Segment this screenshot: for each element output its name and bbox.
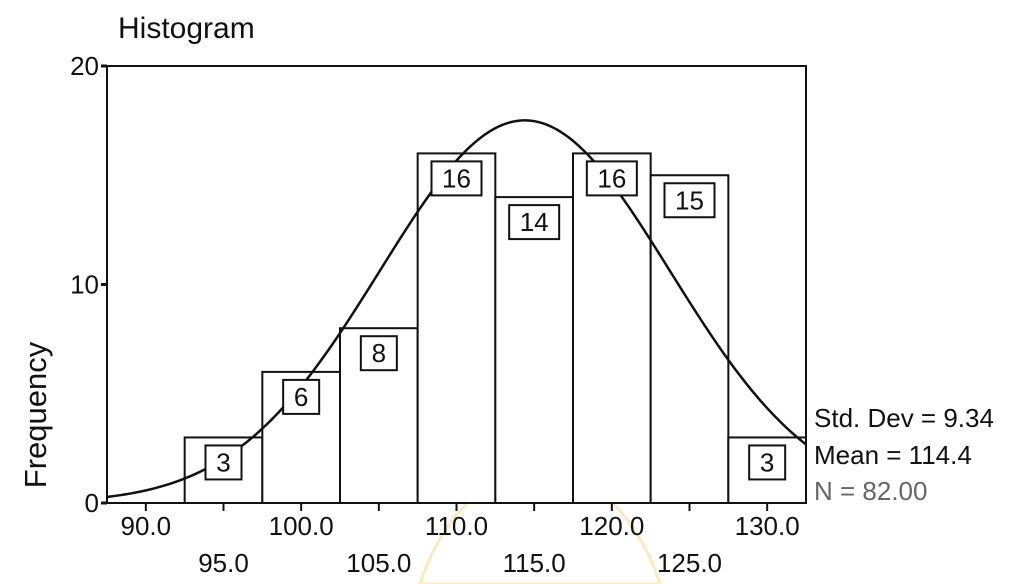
x-tick-label-row1-0: 90.0 [121, 511, 172, 541]
data-label-text-5: 16 [597, 163, 626, 193]
data-label-box-2 [359, 335, 398, 372]
y-tick-label-2: 20 [70, 51, 99, 81]
data-label-0: 3 [204, 444, 243, 481]
data-label-text-4: 14 [520, 207, 549, 237]
x-tick-label-row1-1: 100.0 [269, 511, 334, 541]
data-labels-group: 3 6 8 16 14 16 15 3 [204, 160, 787, 481]
data-label-text-2: 8 [372, 338, 386, 368]
data-label-box-5 [585, 160, 638, 197]
y-tick-label-1: 10 [70, 270, 99, 300]
x-tick-label-row1-2: 110.0 [425, 511, 488, 541]
y-ticks-group: 0 10 20 [70, 51, 107, 518]
stat-n: N = 82.00 [814, 476, 927, 506]
data-label-5: 16 [585, 160, 638, 197]
histogram-bar-5 [572, 152, 652, 504]
data-label-box-3 [430, 160, 483, 197]
histogram-bar-4 [494, 196, 575, 504]
stat-std-dev: Std. Dev = 9.34 [814, 403, 994, 433]
x-tick-label-row1-3: 120.0 [579, 511, 644, 541]
data-label-7: 3 [748, 444, 787, 481]
x-tick-label-row2-1: 105.0 [346, 548, 411, 578]
x-tick-label-row2-2: 115.0 [503, 548, 566, 578]
histogram-bar-3 [416, 152, 497, 504]
data-label-box-4 [508, 204, 561, 241]
data-label-text-6: 15 [675, 185, 704, 215]
data-label-1: 6 [282, 378, 321, 415]
data-label-box-1 [282, 378, 321, 415]
bars-group [183, 152, 807, 505]
data-label-box-0 [204, 444, 243, 481]
data-label-4: 14 [508, 204, 561, 241]
x-ticks-group: 90.0 100.0 110.0 120.0 130.0 95.0 105.0 115.0 12… [121, 503, 800, 578]
data-label-text-7: 3 [760, 447, 774, 477]
data-label-2: 8 [359, 335, 398, 372]
data-label-box-6 [663, 182, 716, 219]
data-label-3: 16 [430, 160, 483, 197]
data-label-text-0: 3 [216, 447, 230, 477]
histogram-bar-6 [649, 174, 730, 504]
stat-mean: Mean = 114.4 [814, 440, 972, 470]
data-label-text-1: 6 [294, 382, 308, 412]
data-label-box-7 [748, 444, 787, 481]
x-tick-label-row2-0: 95.0 [198, 548, 249, 578]
data-label-text-3: 16 [442, 163, 471, 193]
chart-title: Histogram [118, 12, 255, 45]
y-axis-label: Frequency [18, 341, 53, 488]
data-label-6: 15 [663, 182, 716, 219]
x-tick-label-row2-3: 125.0 [657, 548, 722, 578]
y-tick-label-0: 0 [85, 488, 99, 518]
x-tick-label-row1-4: 130.0 [735, 511, 800, 541]
